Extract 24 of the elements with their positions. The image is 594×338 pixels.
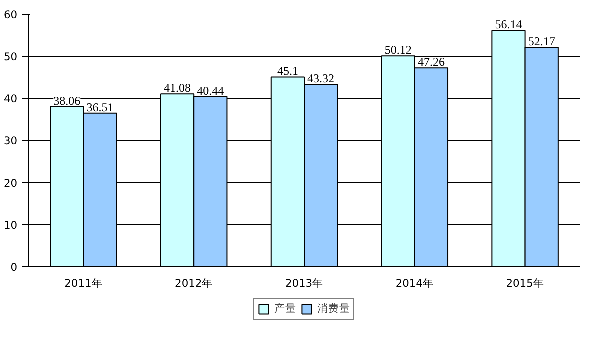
data-label: 56.14	[495, 18, 522, 32]
data-label: 40.44	[197, 84, 224, 98]
data-label: 43.32	[308, 72, 335, 86]
data-label: 50.12	[384, 43, 412, 58]
y-tick-label: 50	[4, 50, 18, 64]
data-label: 36.51	[86, 100, 114, 114]
legend-label: 消费量	[318, 302, 350, 316]
data-label: 41.08	[164, 81, 192, 96]
y-tick-label: 0	[10, 260, 18, 274]
x-tick-label: 2012年	[175, 276, 214, 290]
x-tick-label: 2015年	[506, 276, 544, 290]
y-tick-label: 40	[4, 92, 18, 106]
x-tick-label: 2014年	[396, 276, 434, 290]
legend-label: 产量	[274, 302, 296, 316]
x-tick-label: 2011年	[64, 276, 103, 290]
y-tick-label: 10	[4, 218, 18, 232]
data-label: 45.1	[277, 64, 298, 78]
y-tick-label: 60	[4, 8, 18, 22]
y-tick-label: 30	[4, 134, 18, 148]
data-label: 38.06	[54, 94, 81, 108]
x-tick-label: 2013年	[285, 276, 324, 290]
y-tick-label: 20	[4, 176, 18, 190]
data-label: 47.26	[418, 55, 445, 70]
data-label: 52.17	[528, 34, 556, 48]
